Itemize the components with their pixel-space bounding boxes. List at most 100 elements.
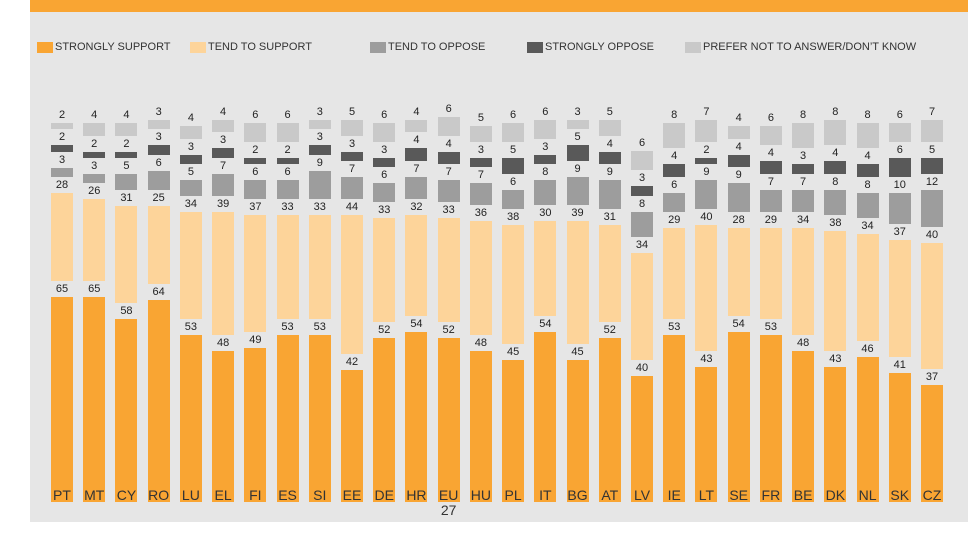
bar-segment (631, 252, 653, 360)
value-label: 54 (732, 317, 745, 330)
chart: STRONGLY SUPPORT TEND TO SUPPORT TEND TO O… (30, 0, 968, 522)
value-label: 43 (700, 352, 713, 365)
bar-segment (276, 335, 299, 502)
x-tick-label: FI (249, 487, 262, 503)
bar-segment (824, 161, 847, 174)
value-label: 4 (735, 112, 742, 125)
bar-segment (792, 189, 815, 212)
value-label: 6 (155, 156, 162, 169)
bar-segment (51, 297, 73, 502)
legend-swatch (527, 42, 543, 53)
bar-segment (695, 366, 718, 502)
bar-segment (502, 189, 525, 209)
value-label: 48 (796, 336, 810, 349)
value-label: 8 (542, 166, 549, 179)
value-label: 2 (252, 143, 259, 156)
value-label: 4 (832, 147, 839, 160)
bar-segment (631, 186, 653, 196)
value-label: 25 (152, 191, 165, 204)
bar-segment (921, 157, 943, 174)
bar-segment (921, 119, 943, 142)
value-label: 40 (700, 210, 713, 223)
bar-segment (727, 331, 750, 502)
bar-segment (759, 227, 782, 320)
bar-segment (51, 145, 73, 152)
value-label: 37 (893, 226, 906, 239)
value-label: 5 (477, 112, 484, 125)
bar-segment (341, 151, 363, 162)
bar-segment (405, 148, 428, 162)
value-label: 8 (864, 178, 871, 191)
bar-segment (437, 180, 460, 203)
value-label: 4 (413, 105, 420, 118)
x-tick-label: MT (84, 487, 105, 503)
value-label: 4 (735, 140, 742, 153)
bar-segment (115, 205, 138, 304)
value-label: 41 (893, 358, 906, 371)
bar-segment (888, 123, 911, 142)
bar-segment (405, 331, 428, 502)
value-label: 3 (58, 153, 66, 166)
value-label: 6 (445, 102, 452, 115)
bar-segment (921, 243, 943, 370)
x-tick-label: AT (601, 487, 619, 503)
value-label: 9 (574, 163, 581, 176)
value-label: 9 (735, 169, 742, 182)
bar-segment (83, 297, 106, 502)
bar-segment (663, 192, 686, 212)
bar-segment (469, 183, 492, 206)
bar-segment (244, 123, 267, 142)
value-label: 32 (410, 201, 423, 214)
value-label: 28 (55, 179, 69, 192)
value-label: 48 (216, 336, 230, 349)
value-label: 3 (155, 105, 162, 118)
value-label: 3 (187, 140, 194, 153)
bar-segment (405, 215, 428, 316)
value-label: 4 (123, 109, 130, 121)
bar-segment (179, 154, 202, 165)
bar-segment (824, 189, 847, 215)
bar-segment (534, 331, 557, 502)
value-label: 34 (796, 213, 810, 226)
value-label: 4 (767, 147, 774, 160)
bar-segment (727, 154, 750, 168)
value-label: 44 (345, 201, 359, 214)
bar-segment (792, 123, 815, 149)
value-label: 3 (220, 134, 227, 147)
value-label: 8 (671, 109, 678, 121)
value-label: 2 (58, 131, 66, 144)
value-label: 53 (184, 321, 197, 334)
value-label: 7 (348, 163, 356, 176)
x-tick-label: LV (633, 487, 651, 503)
bar-segment (179, 211, 202, 320)
legend-swatch (37, 42, 53, 53)
value-label: 49 (249, 333, 262, 346)
value-label: 54 (410, 317, 423, 330)
bar-segment (147, 145, 170, 155)
value-label: 28 (732, 213, 745, 226)
value-label: 3 (638, 172, 646, 185)
value-label: 7 (703, 105, 710, 118)
bar-segment (598, 224, 621, 323)
value-label: 53 (764, 321, 777, 334)
value-label: 2 (703, 143, 710, 156)
bar-segment (663, 335, 686, 502)
x-tick-label: PT (53, 487, 71, 503)
value-label: 29 (764, 213, 777, 226)
bar-segment (373, 338, 396, 502)
bar-segment (341, 369, 363, 502)
bar-segment (51, 167, 73, 178)
bar-segment (147, 119, 170, 130)
value-label: 5 (928, 143, 936, 156)
bar-segment (631, 151, 653, 171)
bar-segment (695, 157, 718, 165)
value-label: 4 (91, 109, 98, 121)
bar-segment (502, 157, 525, 174)
bar-segment (566, 221, 589, 345)
x-tick-label: IE (667, 487, 681, 503)
bar-segment (115, 123, 138, 136)
bar-segment (534, 154, 557, 165)
value-label: 31 (603, 210, 616, 223)
bar-segment (856, 234, 879, 342)
bar-segment (147, 205, 170, 285)
